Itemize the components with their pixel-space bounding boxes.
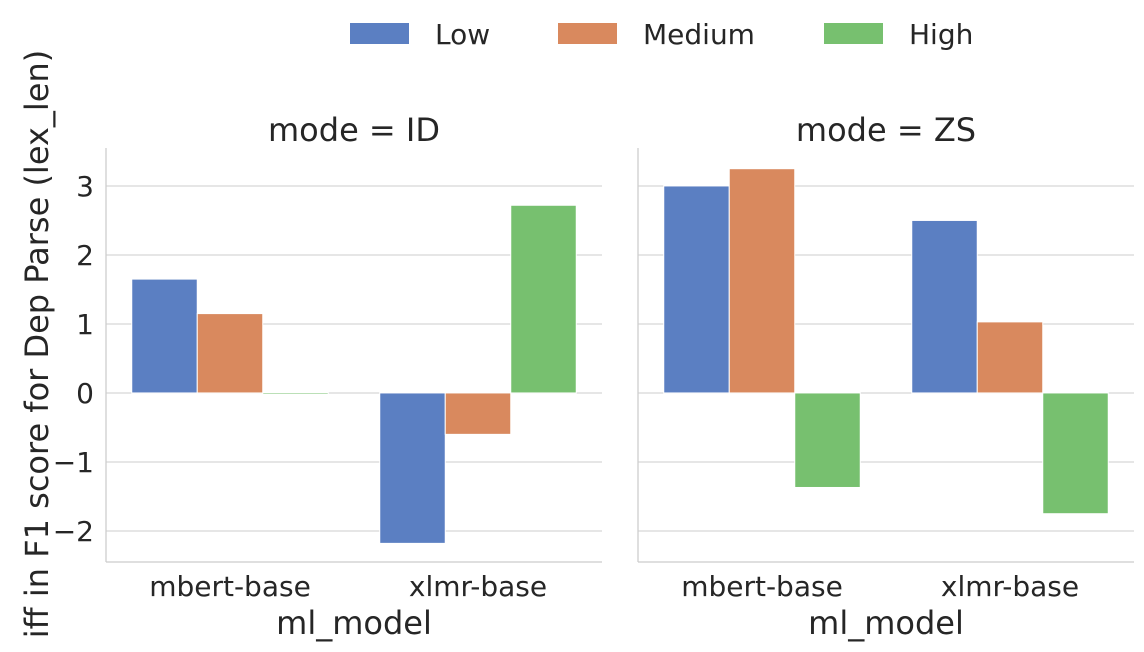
legend-swatch — [350, 23, 409, 44]
bar-low-xlmr-base — [911, 219, 978, 394]
y-tick-label: −1 — [53, 446, 94, 479]
x-tick-label: xlmr-base — [941, 570, 1079, 603]
panel-2: mbert-base xlmr-base mode = ZS ml_model — [637, 111, 1134, 642]
legend-item-medium: Medium — [558, 18, 755, 51]
legend-label: Low — [435, 18, 490, 51]
bar-low-mbert-base — [663, 185, 730, 394]
legend-swatch — [824, 23, 883, 44]
legend-label: High — [909, 18, 973, 51]
bar-medium-xlmr-base — [976, 321, 1044, 394]
y-axis-title: iff in F1 score for Dep Parse (lex_len) — [18, 50, 56, 638]
legend-swatch — [558, 23, 617, 44]
x-tick-label: xlmr-base — [409, 570, 547, 603]
x-axis-title: ml_model — [276, 604, 432, 642]
panel-title: mode = ZS — [796, 111, 976, 149]
panel-title: mode = ID — [268, 111, 440, 149]
bar-medium-mbert-base — [196, 313, 264, 394]
legend-item-high: High — [824, 18, 973, 51]
legend: Low Medium High — [350, 18, 973, 51]
y-tick-label: 3 — [76, 170, 94, 203]
x-tick-label: mbert-base — [681, 570, 843, 603]
bar-medium-mbert-base — [728, 168, 796, 394]
y-tick-label: −2 — [53, 515, 94, 548]
bar-high-mbert-base — [262, 392, 329, 395]
x-axis-title: ml_model — [808, 604, 964, 642]
y-tick-label: 0 — [76, 377, 94, 410]
bar-high-mbert-base — [794, 392, 861, 488]
panel-1: −2 −1 0 1 2 3 mbert-base xlmr-base mode = ID ml_m… — [53, 111, 602, 642]
bar-high-xlmr-base — [1042, 392, 1109, 515]
bar-medium-xlmr-base — [444, 392, 512, 435]
bar-high-xlmr-base — [510, 204, 577, 394]
y-tick-label: 1 — [76, 308, 94, 341]
bar-low-xlmr-base — [379, 392, 446, 544]
legend-item-low: Low — [350, 18, 490, 51]
legend-label: Medium — [643, 18, 755, 51]
y-tick-label: 2 — [76, 239, 94, 272]
panels: −2 −1 0 1 2 3 mbert-base xlmr-base mode = ID ml_m… — [53, 111, 1134, 642]
x-tick-label: mbert-base — [149, 570, 311, 603]
bar-low-mbert-base — [131, 278, 198, 394]
